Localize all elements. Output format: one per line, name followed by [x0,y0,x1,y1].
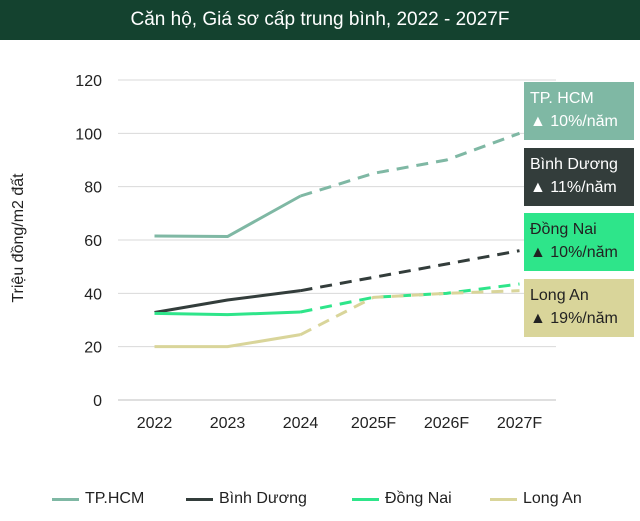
series-line-forecast [300,131,521,198]
annotation-growth: ▲ 11%/năm [530,179,617,196]
series-line-forecast [300,249,520,293]
legend-swatch [186,497,213,501]
legend-label: Long An [523,490,582,507]
annotation-growth: ▲ 10%/năm [530,244,618,261]
x-tick-label: 2022 [137,415,173,432]
series-line-actual [154,333,301,349]
x-tick-label: 2024 [283,415,319,432]
annotation-growth: ▲ 19%/năm [530,310,618,327]
legend-label: Bình Dương [219,490,307,507]
y-tick-label: 120 [75,73,102,90]
legend-swatch [52,497,79,501]
legend-label: Đồng Nai [385,490,452,507]
series-line-actual [154,194,302,239]
annotation-name: Long An [530,287,589,304]
y-tick-label: 60 [84,233,102,250]
annotation-box-tphcm: TP. HCM ▲ 10%/năm [524,82,634,140]
legend-swatch [490,497,517,501]
x-tick-label: 2025F [351,415,397,432]
y-tick-label: 80 [84,180,102,197]
legend-item-tphcm: TP.HCM [52,487,144,511]
annotation-name: Bình Dương [530,156,618,173]
legend-label: TP.HCM [85,490,145,507]
legend-swatch [352,497,379,501]
series-line-forecast [299,289,520,337]
series-line-actual [154,310,301,317]
annotation-name: TP. HCM [530,90,594,107]
series-line-actual [154,289,301,315]
series-line-forecast [300,282,520,314]
x-tick-label: 2026F [424,415,470,432]
legend-item-binhduong: Bình Dương [186,487,307,511]
annotation-growth: ▲ 10%/năm [530,113,618,130]
legend-item-dongnai: Đồng Nai [352,487,452,511]
annotation-name: Đồng Nai [530,221,597,238]
x-tick-label: 2023 [210,415,246,432]
annotation-box-binhduong: Bình Dương ▲ 11%/năm [524,148,634,206]
chart-title: Căn hộ, Giá sơ cấp trung bình, 2022 - 20… [0,0,640,40]
y-tick-label: 20 [84,340,102,357]
y-tick-label: 0 [93,393,102,410]
x-tick-label: 2027F [497,415,543,432]
y-tick-label: 40 [84,286,102,303]
y-tick-label: 100 [75,126,102,143]
legend: TP.HCM Bình Dương Đồng Nai Long An [0,487,640,511]
annotation-box-longan: Long An ▲ 19%/năm [524,279,634,337]
annotation-box-dongnai: Đồng Nai ▲ 10%/năm [524,213,634,271]
legend-item-longan: Long An [490,487,582,511]
